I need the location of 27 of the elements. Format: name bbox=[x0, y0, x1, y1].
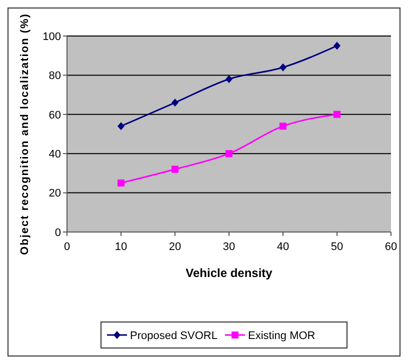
y-tick-label: 40 bbox=[48, 148, 61, 160]
y-tick-label: 100 bbox=[42, 30, 61, 43]
point bbox=[226, 75, 232, 84]
y-tick-label: 20 bbox=[48, 188, 61, 200]
x-axis-title: Vehicle density bbox=[186, 266, 273, 280]
x-tick-label: 60 bbox=[384, 241, 398, 253]
x-tick-label: 0 bbox=[64, 241, 70, 253]
point bbox=[334, 42, 340, 50]
x-tick-label: 10 bbox=[114, 241, 128, 253]
point bbox=[280, 122, 286, 130]
y-axis-title: Object recognition and localization (%) bbox=[19, 13, 31, 255]
point bbox=[118, 122, 124, 130]
x-tick-label: 30 bbox=[222, 241, 236, 253]
y-tick-label: 0 bbox=[54, 226, 61, 239]
legend-label: Proposed SVORL bbox=[130, 330, 218, 342]
y-tick-label: 80 bbox=[48, 70, 61, 82]
point bbox=[280, 63, 286, 72]
point bbox=[118, 180, 124, 186]
x-tick-label: 50 bbox=[330, 241, 344, 253]
point bbox=[172, 166, 178, 173]
legend-label: Existing MOR bbox=[248, 330, 316, 342]
point bbox=[172, 98, 178, 107]
x-tick-label: 20 bbox=[168, 241, 182, 253]
y-tick-label: 60 bbox=[48, 109, 61, 122]
point bbox=[226, 150, 232, 158]
x-tick-label: 40 bbox=[276, 241, 290, 253]
point bbox=[334, 110, 340, 118]
